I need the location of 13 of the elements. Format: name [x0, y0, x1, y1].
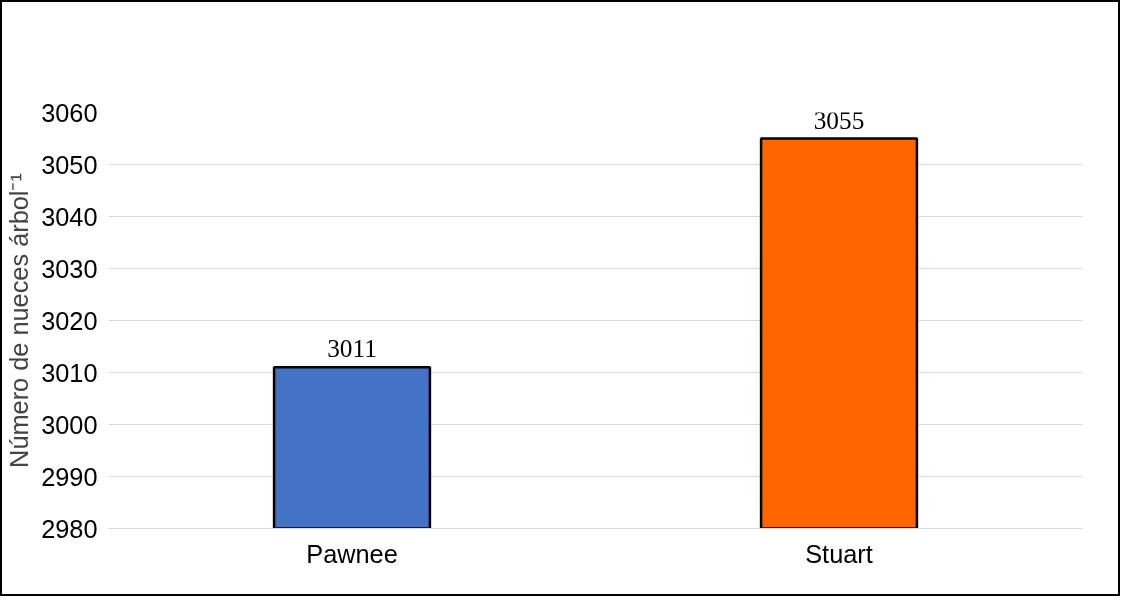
y-tick-label: 3050 — [41, 150, 98, 179]
x-tick-label: Stuart — [805, 539, 873, 568]
y-tick-label: 2980 — [41, 514, 98, 543]
x-tick-label: Pawnee — [306, 539, 398, 568]
y-tick-label: 2990 — [41, 462, 98, 491]
y-tick-label: 3020 — [41, 306, 98, 335]
y-tick-label: 3010 — [41, 358, 98, 387]
y-tick-label: 3040 — [41, 202, 98, 231]
y-tick-label: 3060 — [41, 98, 98, 127]
y-tick-label: 3030 — [41, 254, 98, 283]
data-label: 3011 — [327, 334, 377, 363]
y-axis-title: Número de nueces árbol⁻¹ — [5, 173, 34, 468]
y-tick-label: 3000 — [41, 410, 98, 439]
